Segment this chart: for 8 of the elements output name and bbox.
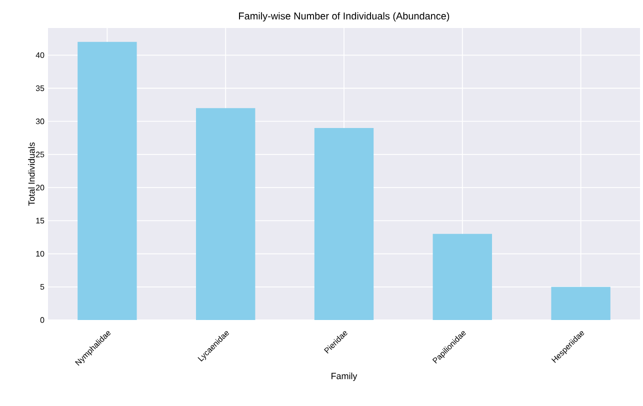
- chart-title: Family-wise Number of Individuals (Abundance): [239, 12, 450, 22]
- y-axis-title: Total Individuals: [28, 142, 35, 206]
- bar: [78, 42, 137, 320]
- bar: [196, 108, 256, 320]
- x-axis-title: Family: [332, 372, 358, 381]
- bar: [432, 234, 492, 320]
- bar: [314, 128, 374, 320]
- bar: [551, 286, 610, 320]
